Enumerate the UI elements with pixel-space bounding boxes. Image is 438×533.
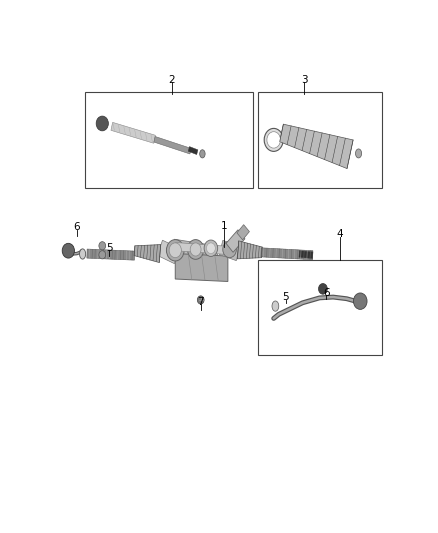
Polygon shape	[134, 245, 161, 263]
Bar	[258, 92, 382, 188]
Circle shape	[223, 241, 237, 257]
Polygon shape	[175, 254, 228, 281]
Text: 3: 3	[301, 75, 307, 85]
Polygon shape	[111, 123, 155, 143]
Polygon shape	[226, 230, 245, 252]
Circle shape	[190, 243, 201, 256]
Circle shape	[264, 128, 283, 151]
Circle shape	[353, 293, 367, 309]
Text: 1: 1	[221, 221, 228, 231]
Circle shape	[99, 241, 106, 250]
Polygon shape	[87, 249, 134, 260]
Polygon shape	[157, 240, 180, 264]
Circle shape	[204, 240, 218, 256]
Circle shape	[197, 296, 204, 304]
Polygon shape	[154, 136, 191, 154]
Text: 5: 5	[106, 243, 113, 253]
Polygon shape	[237, 241, 262, 259]
Ellipse shape	[80, 249, 86, 259]
Polygon shape	[175, 243, 231, 255]
Circle shape	[169, 243, 181, 257]
Polygon shape	[261, 248, 313, 260]
Circle shape	[96, 116, 108, 131]
Ellipse shape	[200, 150, 205, 158]
Circle shape	[206, 243, 215, 254]
Circle shape	[318, 284, 327, 294]
Polygon shape	[299, 251, 313, 259]
Circle shape	[62, 243, 74, 258]
Text: 2: 2	[169, 75, 175, 85]
Bar	[85, 92, 253, 188]
Ellipse shape	[272, 301, 279, 311]
Text: 6: 6	[74, 222, 80, 232]
Polygon shape	[237, 224, 249, 240]
Ellipse shape	[356, 149, 362, 158]
Polygon shape	[219, 240, 240, 261]
Text: 6: 6	[323, 288, 330, 298]
Circle shape	[166, 240, 184, 261]
Text: 5: 5	[282, 292, 289, 302]
Polygon shape	[173, 239, 219, 261]
Text: 7: 7	[198, 297, 204, 307]
Text: 4: 4	[336, 229, 343, 239]
Bar	[258, 260, 382, 354]
Circle shape	[267, 132, 280, 148]
Circle shape	[99, 251, 106, 259]
Circle shape	[187, 240, 204, 260]
Polygon shape	[188, 147, 198, 155]
Polygon shape	[279, 124, 353, 168]
